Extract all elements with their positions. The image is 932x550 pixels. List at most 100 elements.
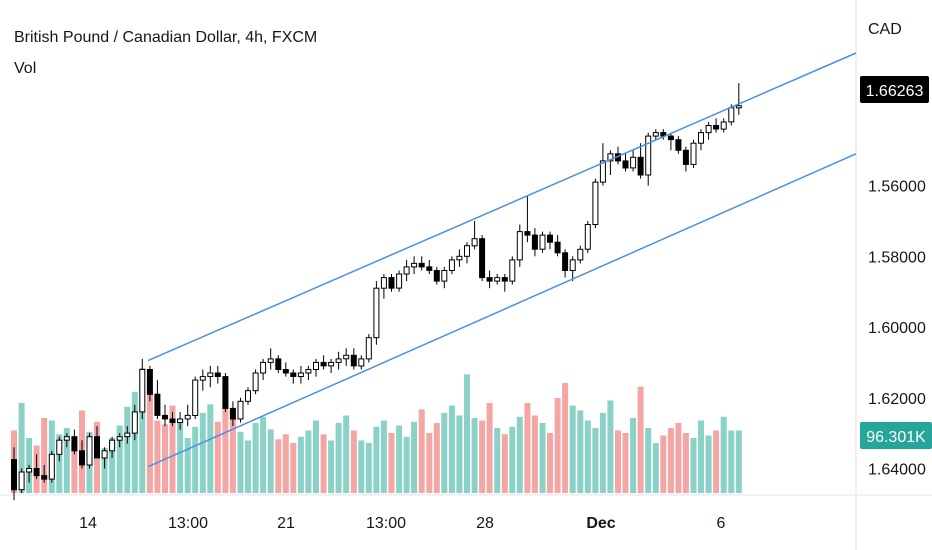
candle [290,369,297,384]
volume-bar [207,404,214,494]
volume-bar [146,388,153,493]
candle-body [313,361,319,370]
volume-bar [403,436,410,494]
time-tick-label: 6 [717,515,726,532]
volume-bar [599,413,606,493]
volume-bar [229,408,236,493]
volume-bar [426,433,433,493]
candle [562,249,569,278]
channel-upper-line[interactable] [147,52,857,362]
candle [237,397,244,423]
candle [63,433,70,448]
volume-bar [252,423,259,493]
candle [222,373,229,412]
candle [441,266,448,289]
price-tick-label: 1.62000 [868,391,926,408]
candle-body [584,224,591,250]
volume-bar [320,434,327,494]
volume-bar [56,434,63,494]
volume-bar [433,423,440,493]
volume-bar [637,386,644,494]
candle-body [41,475,48,480]
candle [547,231,553,250]
candle-body [290,372,297,377]
volume-bar [116,425,123,493]
volume-bar [607,400,614,493]
candle [735,83,742,115]
candle-body [18,471,25,491]
candle [637,143,644,179]
candle-body [56,439,63,455]
candle-body [282,369,289,374]
volume-bar [109,438,116,493]
candle [177,411,184,430]
time-tick-label: 28 [476,515,494,532]
candle-body [637,156,644,176]
volume-bar [577,410,584,493]
candle [282,362,289,377]
volume-indicator-label: Vol [14,60,36,77]
candle [275,355,282,373]
candle [214,365,221,384]
volume-bar [728,430,735,493]
volume-bar [313,420,319,493]
candle [245,387,251,405]
candle-body [365,337,372,360]
volume-bar [539,423,546,493]
volume-layer [11,368,742,494]
candle [531,228,538,257]
candle-body [464,245,470,257]
channel-lower-line[interactable] [147,153,857,468]
candle [86,433,93,469]
volume-bar [260,416,267,494]
volume-bar [486,403,493,493]
candle [71,429,78,455]
volume-bar [720,416,727,494]
candle-body [328,361,335,367]
volume-bar [71,441,78,494]
volume-bar [705,435,712,493]
volume-bar [275,439,282,494]
candle-body [682,149,689,165]
candle [486,270,493,289]
candle [18,468,25,494]
candle [146,365,153,402]
candle [154,380,161,419]
time-tick-label: 13:00 [366,515,406,532]
time-tick-label: 13:00 [168,515,208,532]
candle [297,365,304,384]
candle-body [562,252,569,272]
candle-body [275,358,282,370]
candle [33,454,40,480]
candle-body [214,372,221,377]
volume-bar [667,428,674,493]
candle [139,358,146,419]
candle [501,274,508,292]
candle [403,259,410,282]
volume-bar [660,435,667,493]
candle [313,358,319,377]
candle-body [94,436,100,459]
candle [652,129,659,140]
candle-body [441,270,448,282]
candle [199,369,206,391]
volume-bar [682,433,689,493]
volume-bar [479,420,486,493]
candle-body [358,358,365,367]
candle [116,433,123,448]
volume-bar [675,423,682,493]
candle-body [320,361,327,367]
volume-bar [350,430,357,493]
volume-bar [622,433,629,493]
volume-bar [735,430,742,493]
candle-body [524,231,531,236]
candle [705,122,712,140]
candle-body [297,372,304,377]
candle [479,235,486,282]
candle-body [222,376,229,409]
candle [720,118,727,133]
volume-bar [365,443,372,493]
candle [426,259,433,274]
candle-body [403,266,410,275]
